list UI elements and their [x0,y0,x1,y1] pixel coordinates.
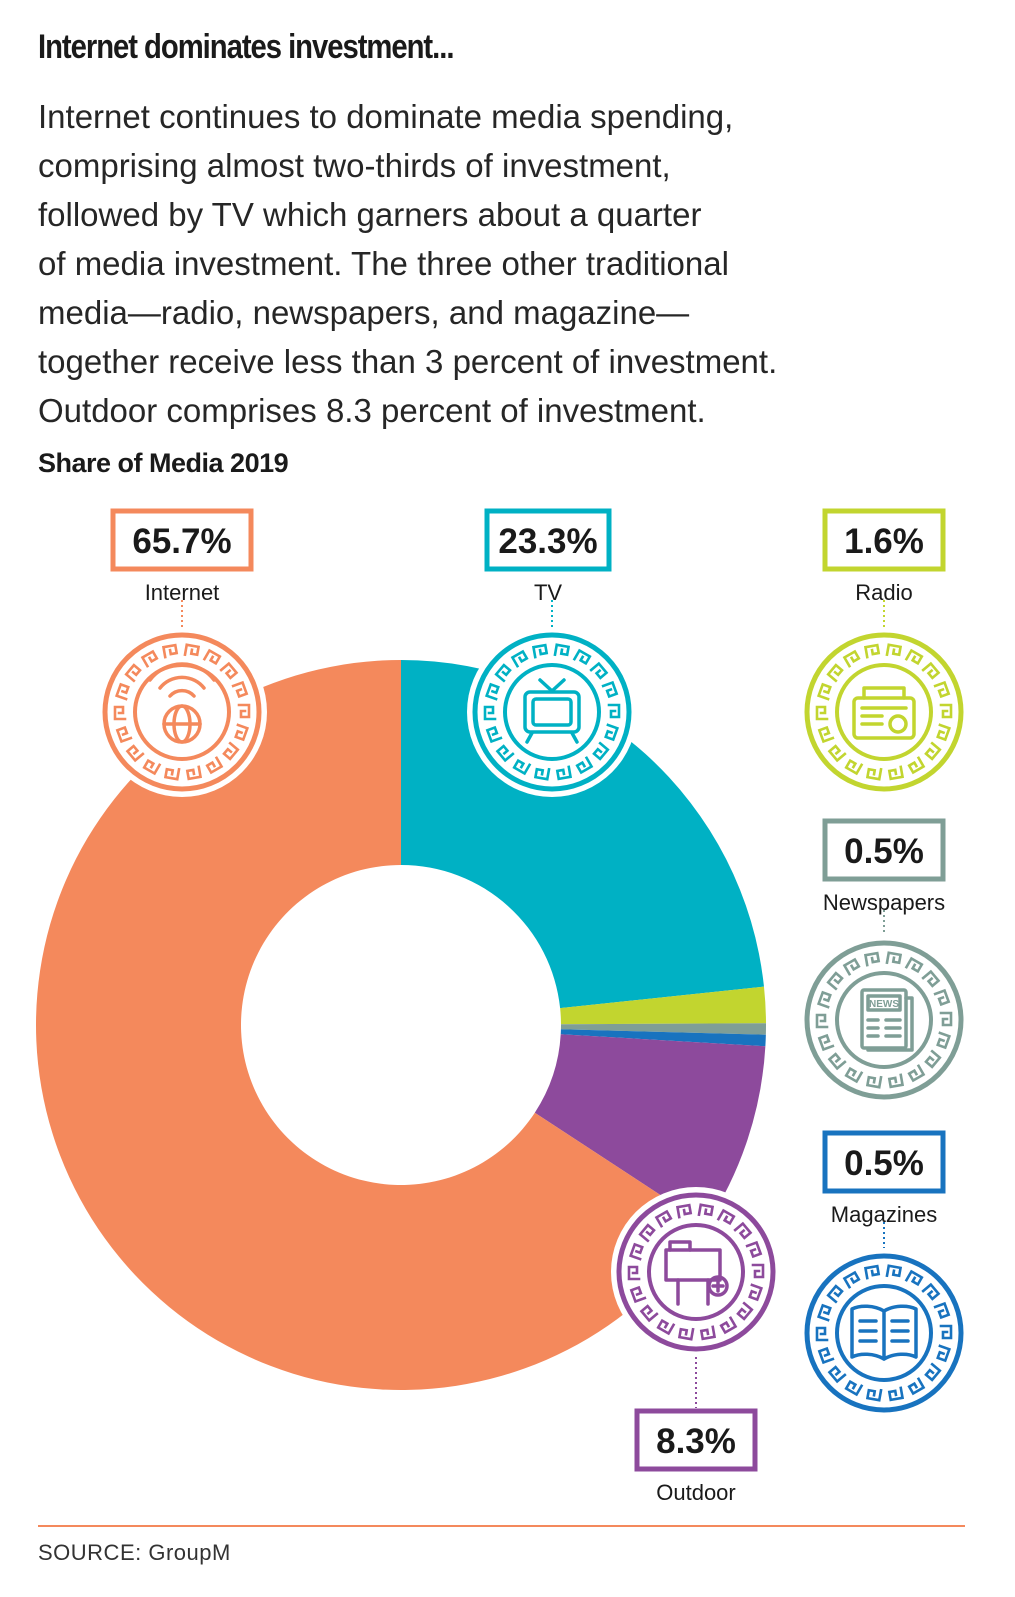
slice-magazines [560,1029,766,1047]
value-label-tv: 23.3% [498,522,597,561]
billboard-icon [611,1187,781,1357]
value-label-outdoor: 8.3% [656,1422,736,1461]
radio-icon [799,627,969,797]
magazine-icon [799,1248,969,1418]
category-label-outdoor: Outdoor [656,1480,736,1505]
category-label-internet: Internet [145,580,220,605]
slice-newspapers [560,1023,766,1035]
value-box-magazines [822,1130,946,1194]
slice-outdoor [534,1034,766,1226]
value-box-internet [110,508,254,572]
newspaper-icon: NEWS [799,935,969,1105]
globe-wifi-icon [97,627,267,797]
value-box-outdoor [634,1408,758,1472]
category-label-magazines: Magazines [831,1202,937,1227]
value-label-internet: 65.7% [132,522,231,561]
divider [38,1525,965,1527]
slice-radio [560,986,766,1025]
description-line: Outdoor comprises 8.3 percent of investm… [38,392,706,429]
category-label-newspapers: Newspapers [823,890,945,915]
value-box-tv [484,508,612,572]
value-box-radio [822,508,946,572]
value-label-magazines: 0.5% [844,1144,924,1183]
chart-title: Share of Media 2019 [38,448,289,478]
news-icon-text: NEWS [869,999,899,1010]
description-line: comprising almost two-thirds of investme… [38,147,671,184]
description-line: followed by TV which garners about a qua… [38,196,702,233]
category-label-tv: TV [534,580,562,605]
description-line: Internet continues to dominate media spe… [38,98,734,135]
category-label-radio: Radio [855,580,912,605]
slice-internet [36,660,707,1390]
tv-icon [467,627,637,797]
headline: Internet dominates investment... [38,28,454,66]
value-box-newspapers [822,818,946,882]
value-label-radio: 1.6% [844,522,924,561]
description-line: media—radio, newspapers, and magazine— [38,294,690,331]
description: Internet continues to dominate media spe… [38,92,998,435]
source-note: SOURCE: GroupM [38,1540,231,1565]
value-label-newspapers: 0.5% [844,832,924,871]
description-line: of media investment. The three other tra… [38,245,729,282]
description-line: together receive less than 3 percent of … [38,343,778,380]
